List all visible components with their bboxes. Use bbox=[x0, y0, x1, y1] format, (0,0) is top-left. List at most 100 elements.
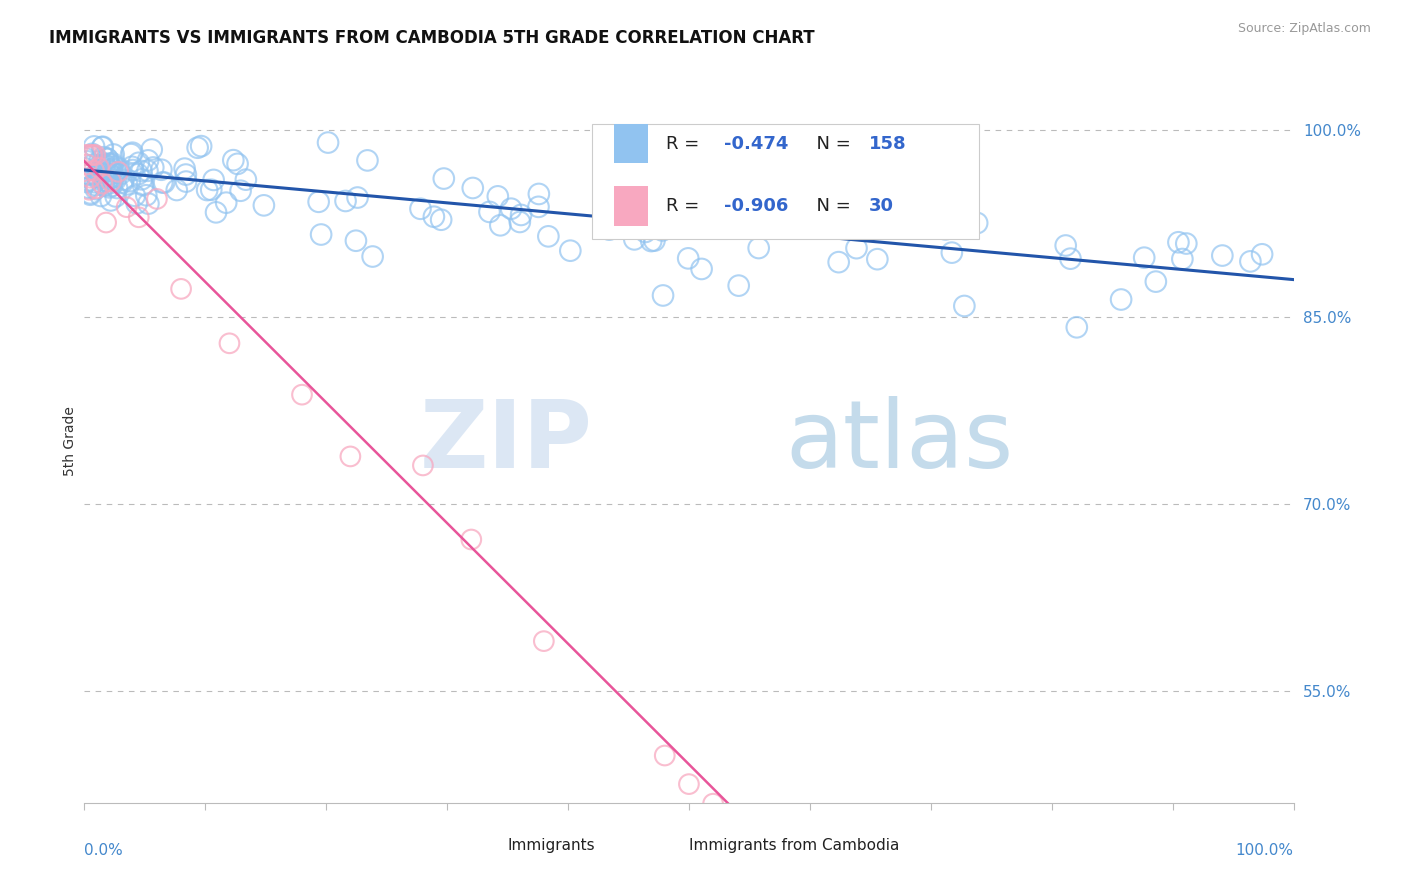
Point bbox=[120, 147, 142, 161]
Point bbox=[537, 229, 560, 244]
Point bbox=[90, 189, 112, 203]
Point bbox=[934, 222, 956, 236]
Point bbox=[1175, 236, 1198, 251]
Point bbox=[138, 196, 160, 211]
Point bbox=[309, 227, 332, 242]
Point bbox=[335, 194, 357, 208]
Point bbox=[202, 173, 225, 187]
Text: IMMIGRANTS VS IMMIGRANTS FROM CAMBODIA 5TH GRADE CORRELATION CHART: IMMIGRANTS VS IMMIGRANTS FROM CAMBODIA 5… bbox=[49, 29, 815, 46]
Text: -0.906: -0.906 bbox=[724, 197, 789, 215]
Point bbox=[679, 210, 702, 224]
Point bbox=[200, 183, 222, 197]
Point bbox=[478, 205, 501, 219]
Point bbox=[121, 145, 143, 160]
Point bbox=[461, 181, 484, 195]
Point bbox=[104, 172, 127, 186]
Point bbox=[87, 172, 110, 186]
Point bbox=[87, 161, 110, 175]
Point bbox=[218, 336, 240, 351]
Point bbox=[686, 220, 709, 235]
Point bbox=[827, 255, 849, 269]
Point bbox=[623, 232, 645, 246]
Point bbox=[124, 188, 146, 202]
Y-axis label: 5th Grade: 5th Grade bbox=[63, 407, 77, 476]
Point bbox=[128, 211, 150, 225]
Text: R =: R = bbox=[666, 135, 704, 153]
Point bbox=[1144, 275, 1167, 289]
Point bbox=[1109, 293, 1132, 307]
Point bbox=[79, 170, 101, 185]
Text: N =: N = bbox=[806, 135, 856, 153]
Point bbox=[131, 164, 153, 178]
Point bbox=[132, 178, 155, 192]
Point bbox=[84, 148, 107, 162]
Point bbox=[170, 282, 193, 296]
Point bbox=[80, 147, 103, 161]
Point bbox=[1054, 238, 1077, 252]
Point bbox=[866, 252, 889, 267]
FancyBboxPatch shape bbox=[647, 838, 681, 854]
Point bbox=[599, 189, 621, 203]
Point bbox=[146, 192, 169, 206]
Point bbox=[83, 175, 105, 189]
Point bbox=[153, 176, 176, 190]
Point bbox=[96, 152, 118, 166]
Point bbox=[76, 173, 98, 187]
Point bbox=[339, 450, 361, 464]
Point bbox=[100, 160, 122, 174]
Point bbox=[679, 189, 702, 203]
Point bbox=[678, 777, 700, 791]
Point bbox=[527, 200, 550, 214]
Point bbox=[253, 198, 276, 212]
Point bbox=[598, 222, 620, 236]
Text: N =: N = bbox=[806, 197, 856, 215]
Point bbox=[104, 189, 127, 203]
Point bbox=[127, 167, 149, 181]
Point bbox=[643, 234, 665, 248]
Point bbox=[101, 174, 124, 188]
Text: 0.0%: 0.0% bbox=[84, 843, 124, 857]
Point bbox=[409, 202, 432, 216]
Point bbox=[104, 166, 127, 180]
Point bbox=[235, 172, 257, 186]
FancyBboxPatch shape bbox=[614, 186, 648, 227]
Point bbox=[652, 288, 675, 302]
Point bbox=[361, 250, 384, 264]
Point bbox=[690, 262, 713, 277]
Point bbox=[141, 143, 163, 157]
Point bbox=[460, 533, 482, 547]
Point bbox=[100, 178, 122, 193]
Point bbox=[121, 160, 143, 174]
Point bbox=[101, 156, 124, 170]
Point bbox=[1211, 249, 1233, 263]
Point bbox=[80, 148, 103, 162]
Point bbox=[77, 183, 100, 197]
Point bbox=[748, 241, 770, 255]
Point bbox=[101, 162, 124, 177]
Point bbox=[634, 225, 657, 239]
Point bbox=[103, 147, 125, 161]
Point bbox=[84, 182, 107, 196]
Point bbox=[98, 157, 121, 171]
Point bbox=[110, 167, 132, 181]
Point bbox=[966, 216, 988, 230]
Point bbox=[131, 172, 153, 186]
Point bbox=[150, 176, 173, 190]
Point bbox=[412, 458, 434, 473]
Point bbox=[195, 183, 218, 197]
Text: ZIP: ZIP bbox=[419, 395, 592, 488]
Point bbox=[86, 181, 108, 195]
Point bbox=[226, 157, 249, 171]
Point bbox=[94, 215, 117, 229]
Point bbox=[97, 156, 120, 170]
Point bbox=[775, 182, 797, 196]
Point bbox=[89, 163, 111, 178]
Point bbox=[77, 148, 100, 162]
Point bbox=[616, 199, 638, 213]
Point bbox=[125, 196, 148, 211]
Point bbox=[76, 175, 98, 189]
Point bbox=[676, 252, 699, 266]
Point bbox=[91, 140, 114, 154]
Point bbox=[89, 165, 111, 179]
Point bbox=[115, 178, 138, 192]
